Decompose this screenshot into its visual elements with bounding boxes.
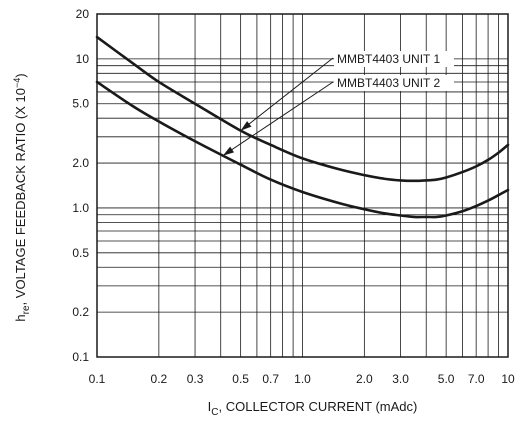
- y-axis-title-base: h: [13, 314, 28, 321]
- y-tick-labels: 0.1 0.2 0.5 1.0 2.0 5.0 10 20: [72, 7, 89, 364]
- y-tick-label: 1.0: [72, 201, 89, 215]
- series-group: [95, 35, 510, 219]
- x-tick-label: 5.0: [438, 372, 455, 386]
- y-axis-title-rest: , VOLTAGE FEEDBACK RATIO (X 10: [13, 88, 28, 305]
- x-axis-title-base: I: [208, 399, 212, 414]
- x-tick-label: 10: [501, 372, 515, 386]
- plot-frame: [96, 13, 509, 358]
- y-tick-label: 5.0: [72, 97, 89, 111]
- leader-line-unit-2: [222, 81, 334, 157]
- x-tick-label: 1.0: [294, 372, 311, 386]
- y-axis-title-superscript: −4: [12, 78, 22, 88]
- x-tick-label: 3.0: [392, 372, 409, 386]
- arrowhead-unit-1: [240, 121, 252, 131]
- x-axis-title: IC, COLLECTOR CURRENT (mAdc): [208, 399, 418, 418]
- y-tick-label: 0.5: [72, 246, 89, 260]
- x-tick-labels: 0.1 0.2 0.3 0.5 0.7 1.0 2.0 3.0 5.0 7.0 10: [89, 372, 515, 386]
- x-tick-label: 0.5: [232, 372, 249, 386]
- legend-label-unit-2: MMBT4403 UNIT 2: [337, 76, 440, 90]
- annotation-group: MMBT4403 UNIT 1 MMBT4403 UNIT 2: [222, 51, 454, 157]
- y-tick-label: 0.2: [72, 305, 89, 319]
- x-tick-label: 0.1: [89, 372, 106, 386]
- x-tick-label: 7.0: [468, 372, 485, 386]
- x-axis-title-subscript: C: [211, 407, 218, 418]
- y-axis-title: hre, VOLTAGE FEEDBACK RATIO (X 10−4): [12, 73, 32, 321]
- y-tick-label: 20: [76, 7, 90, 21]
- y-tick-label: 10: [76, 52, 90, 66]
- leader-line-unit-1: [240, 57, 334, 132]
- legend-background-unit-1: [334, 51, 454, 67]
- series-line-unit-1: [95, 35, 510, 183]
- arrowhead-unit-2: [222, 146, 235, 156]
- legend-label-unit-1: MMBT4403 UNIT 1: [337, 52, 440, 66]
- y-tick-label: 0.1: [72, 350, 89, 364]
- y-axis-title-close: ): [13, 73, 28, 77]
- x-tick-label: 0.3: [187, 372, 204, 386]
- x-axis-title-rest: , COLLECTOR CURRENT (mAdc): [218, 399, 417, 414]
- series-line-unit-2: [95, 80, 510, 219]
- y-axis-title-subscript: re: [21, 305, 32, 314]
- x-tick-label: 0.7: [262, 372, 279, 386]
- legend-background-unit-2: [334, 75, 454, 91]
- x-tick-label: 2.0: [356, 372, 373, 386]
- y-tick-label: 2.0: [72, 156, 89, 170]
- grid-lines: [97, 14, 508, 357]
- x-tick-label: 0.2: [151, 372, 168, 386]
